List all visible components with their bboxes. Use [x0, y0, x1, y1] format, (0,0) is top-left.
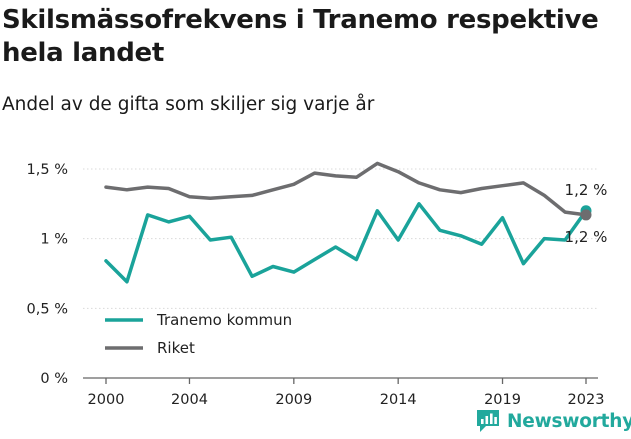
- y-tick-label: 1 %: [40, 232, 68, 248]
- x-tick-label: 2019: [484, 392, 521, 408]
- newsworthy-logo: Newsworthy: [474, 407, 631, 435]
- x-tick-label: 2023: [568, 392, 605, 408]
- grid-lines: [83, 168, 598, 309]
- series-lines: [104, 161, 588, 284]
- end-labels: 1,2 % 1,2 %: [565, 181, 608, 246]
- chart-subtitle: Andel av de gifta som skiljer sig varje …: [2, 94, 375, 115]
- x-tick-label: 2004: [171, 392, 208, 408]
- x-tick-label: 2009: [275, 392, 312, 408]
- legend-label: Tranemo kommun: [156, 311, 292, 329]
- x-tick-label: 2014: [380, 392, 417, 408]
- y-tick-label: 0,5 %: [27, 301, 68, 317]
- x-tick-label: 2000: [88, 392, 125, 408]
- series-line-riket: [104, 161, 588, 217]
- brand-name: Newsworthy: [507, 410, 631, 432]
- y-tick-label: 1,5 %: [27, 162, 68, 178]
- end-point-riket: [580, 209, 592, 221]
- series-line-tranemo: [104, 202, 588, 284]
- end-label-tranemo: 1,2 %: [565, 181, 608, 199]
- y-tick-label: 0 %: [40, 371, 68, 387]
- chart-title: Skilsmässofrekvens i Tranemo respektive …: [2, 5, 599, 68]
- axes: 0 % 0,5 % 1 % 1,5 % 2000 2004 2009 2014 2019 2023: [27, 162, 605, 408]
- newsworthy-icon: [477, 410, 499, 432]
- legend-label: Riket: [157, 339, 195, 357]
- end-label-riket: 1,2 %: [565, 228, 608, 246]
- legend: Tranemo kommun Riket: [105, 311, 292, 357]
